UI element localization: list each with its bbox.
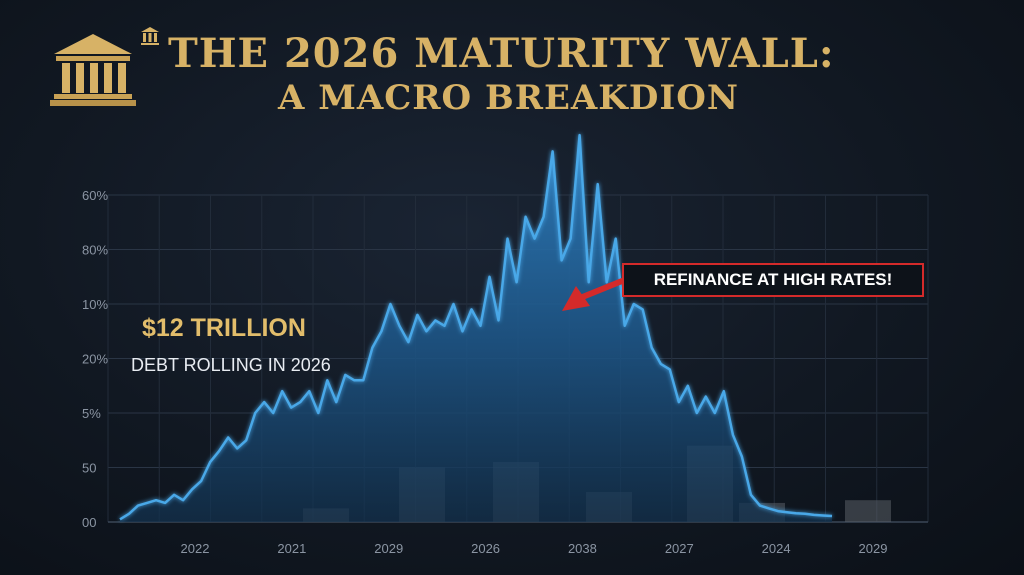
y-tick-label: 80%: [82, 243, 108, 258]
y-tick-label: 20%: [82, 352, 108, 367]
area-layer: [119, 133, 833, 522]
y-tick-label: 60%: [82, 188, 108, 203]
y-tick-label: 5%: [82, 406, 101, 421]
temple-icon: [50, 34, 136, 106]
x-tick-labels: 2022 2021 2029 2026 2038 2027 2024 2029: [181, 541, 888, 556]
debt-area-fill: [120, 135, 832, 522]
x-tick-label: 2021: [277, 541, 306, 556]
x-tick-label: 2027: [665, 541, 694, 556]
callout-arrow: [562, 278, 625, 311]
debt-rolling-label: DEBT ROLLING IN 2026: [131, 355, 331, 375]
x-tick-label: 2029: [374, 541, 403, 556]
y-tick-labels: 00 50 5% 20% 10% 80% 60%: [82, 188, 108, 530]
x-tick-label: 2038: [568, 541, 597, 556]
y-tick-label: 50: [82, 461, 96, 476]
x-tick-label: 2022: [181, 541, 210, 556]
chart-title: THE 2026 MATURITY WALL:: [168, 30, 835, 77]
x-tick-label: 2026: [471, 541, 500, 556]
debt-series-line: [119, 133, 833, 521]
y-tick-label: 10%: [82, 297, 108, 312]
y-tick-label: 00: [82, 515, 96, 530]
title-block: THE 2026 MATURITY WALL: A MACRO BREAKDIO…: [0, 22, 1024, 122]
x-tick-label: 2024: [762, 541, 791, 556]
maturity-bar: [845, 500, 891, 522]
small-column-icon: [141, 27, 159, 45]
refinance-callout: REFINANCE AT HIGH RATES!: [622, 263, 924, 297]
x-tick-label: 2029: [859, 541, 888, 556]
debt-amount-label: $12 TRILLION: [142, 314, 306, 342]
chart-subtitle: A MACRO BREAKDION: [278, 78, 739, 118]
